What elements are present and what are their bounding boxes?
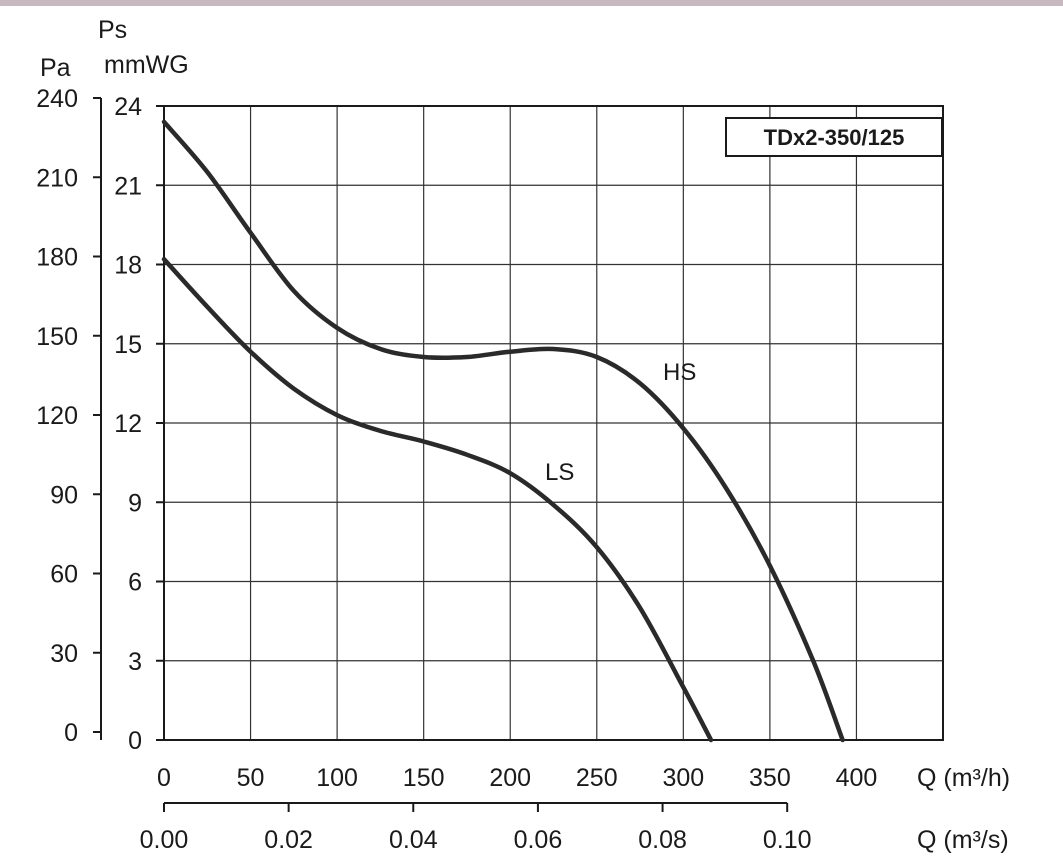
flow-m3s-tick-label: 0.02 (264, 826, 313, 854)
flow-m3s-tick-label: 0.04 (389, 826, 438, 854)
pa-tick-label: 180 (36, 244, 78, 272)
flow-m3h-tick-label: 150 (403, 764, 445, 792)
flow-m3h-tick-label: 200 (489, 764, 531, 792)
mmwg-tick-label: 0 (128, 727, 142, 755)
model-label: TDx2-350/125 (764, 125, 905, 150)
mmwg-tick-label: 9 (128, 489, 142, 517)
ps-axis-title: Ps (98, 16, 127, 44)
mmwg-tick-label: 3 (128, 648, 142, 676)
pa-tick-label: 120 (36, 402, 78, 430)
flow-m3s-tick-label: 0.08 (638, 826, 687, 854)
flow-m3s-tick-label: 0.00 (140, 826, 189, 854)
flow-m3h-tick-label: 400 (836, 764, 878, 792)
pa-tick-label: 0 (64, 719, 78, 747)
curve-hs (161, 119, 845, 743)
flow-m3h-axis: 0 50 100 150 200 250 300 350 400 (157, 764, 877, 792)
model-box (725, 117, 943, 157)
mmwg-axis: 0 3 6 9 12 15 18 21 24 (114, 93, 164, 755)
mmwg-tick-label: 24 (114, 93, 142, 121)
pa-tick-label: 150 (36, 323, 78, 351)
pa-axis: 0 30 60 90 120 150 180 210 240 (36, 85, 102, 747)
pa-axis-title: Pa (40, 54, 71, 82)
top-border (0, 0, 1063, 6)
flow-m3s-unit-label: Q (m³/s) (917, 826, 1009, 854)
curve-ls (161, 256, 714, 743)
mmwg-tick-label: 12 (114, 410, 142, 438)
flow-m3h-unit-label: Q (m³/h) (917, 764, 1010, 792)
pa-tick-label: 210 (36, 164, 78, 192)
mmwg-tick-label: 15 (114, 331, 142, 359)
pa-tick-label: 240 (36, 85, 78, 113)
flow-m3h-tick-label: 50 (237, 764, 265, 792)
flow-m3h-tick-label: 0 (157, 764, 171, 792)
mmwg-tick-label: 6 (128, 569, 142, 597)
mmwg-tick-label: 21 (114, 172, 142, 200)
mmwg-axis-title: mmWG (104, 51, 189, 79)
flow-m3s-tick-label: 0.10 (763, 826, 812, 854)
pa-tick-label: 30 (50, 640, 78, 668)
flow-m3s-tick-label: 0.06 (514, 826, 563, 854)
curve-label-hs: HS (663, 359, 696, 386)
flow-m3h-tick-label: 300 (662, 764, 704, 792)
flow-m3h-tick-label: 250 (576, 764, 618, 792)
pa-tick-label: 90 (50, 481, 78, 509)
pa-tick-label: 60 (50, 561, 78, 589)
curves: HS LS (161, 119, 845, 743)
flow-m3h-tick-label: 350 (749, 764, 791, 792)
flow-m3s-axis: 0.00 0.02 0.04 0.06 0.08 0.10 (140, 802, 812, 854)
grid (164, 106, 943, 740)
mmwg-tick-label: 18 (114, 252, 142, 280)
flow-m3h-tick-label: 100 (316, 764, 358, 792)
curve-label-ls: LS (545, 459, 574, 486)
